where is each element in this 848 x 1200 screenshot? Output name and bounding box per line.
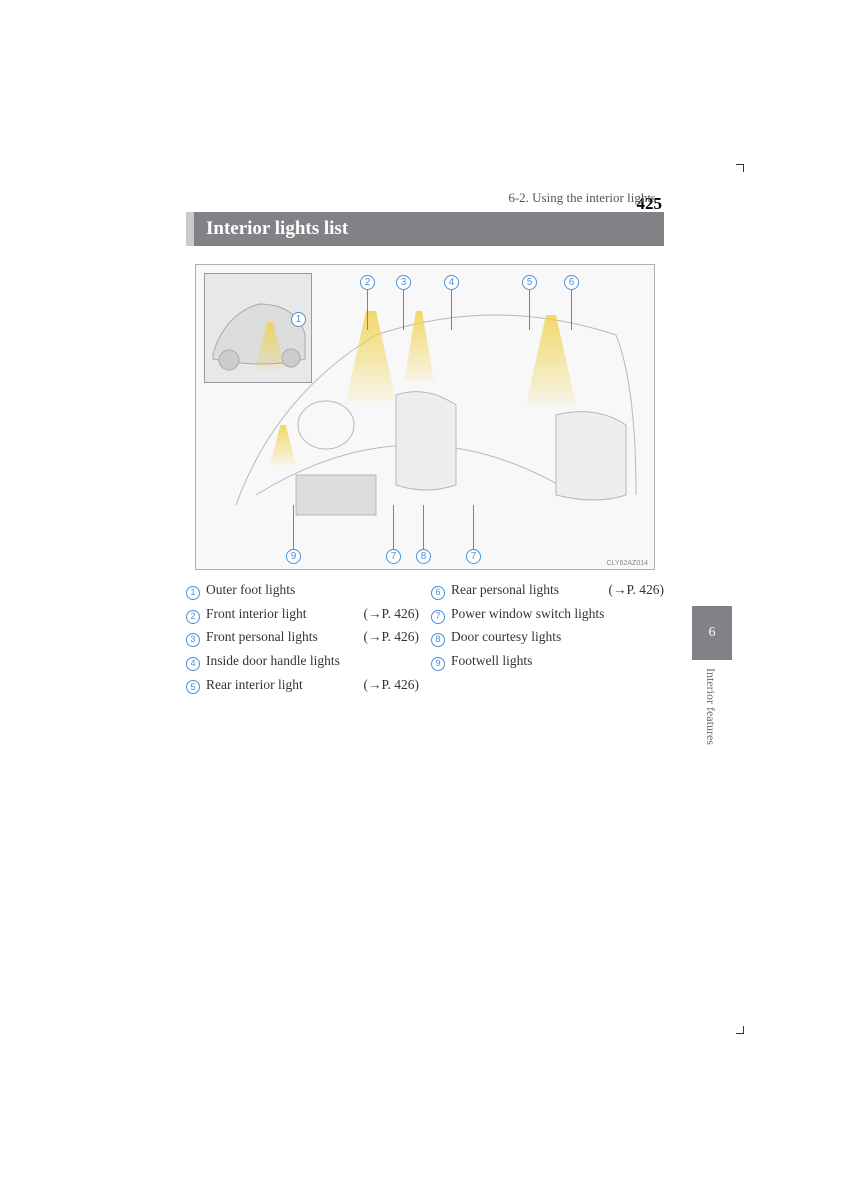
list-item-label: Door courtesy lights bbox=[451, 625, 561, 649]
list-number-icon: 5 bbox=[186, 680, 200, 694]
callout-line bbox=[393, 505, 394, 549]
diagram-callout: 3 bbox=[396, 275, 411, 290]
list-item-label: Front personal lights bbox=[206, 625, 318, 649]
inset-exterior-view: 1 bbox=[204, 273, 312, 383]
diagram-callout: 6 bbox=[564, 275, 579, 290]
list-number-icon: 4 bbox=[186, 657, 200, 671]
callout-line bbox=[403, 290, 404, 330]
diagram-callout: 7 bbox=[386, 549, 401, 564]
section-title: Interior lights list bbox=[186, 212, 664, 246]
diagram-callout: 8 bbox=[416, 549, 431, 564]
page-reference: (→P. 426) bbox=[353, 625, 419, 649]
list-item-label: Inside door handle lights bbox=[206, 649, 340, 673]
diagram-callout: 4 bbox=[444, 275, 459, 290]
page-content: 6-2. Using the interior lights Interior … bbox=[186, 190, 664, 696]
diagram-callout: 9 bbox=[286, 549, 301, 564]
interior-lights-diagram: 1 23456 9787 CLY62AZ014 bbox=[195, 264, 655, 570]
list-item-label: Footwell lights bbox=[451, 649, 532, 673]
callout-line bbox=[451, 290, 452, 330]
callout-line bbox=[473, 505, 474, 549]
diagram-callout: 7 bbox=[466, 549, 481, 564]
list-number-icon: 1 bbox=[186, 586, 200, 600]
callout-line bbox=[529, 290, 530, 330]
diagram-code: CLY62AZ014 bbox=[606, 560, 648, 567]
list-number-icon: 3 bbox=[186, 633, 200, 647]
page-reference: (→P. 426) bbox=[598, 578, 664, 602]
list-item-label: Power window switch lights bbox=[451, 602, 604, 626]
list-number-icon: 7 bbox=[431, 610, 445, 624]
callout-line bbox=[571, 290, 572, 330]
diagram-callout: 5 bbox=[522, 275, 537, 290]
chapter-tab: 6 bbox=[692, 606, 732, 660]
page-reference: (→P. 426) bbox=[353, 673, 419, 697]
breadcrumb: 6-2. Using the interior lights bbox=[186, 190, 664, 206]
list-item: 9 Footwell lights bbox=[431, 649, 664, 673]
crop-mark-br bbox=[736, 1026, 744, 1034]
list-column-left: 1 Outer foot lights 2 Front interior light (… bbox=[186, 578, 419, 696]
list-item-label: Rear personal lights bbox=[451, 578, 559, 602]
list-item: 6 Rear personal lights (→P. 426) bbox=[431, 578, 664, 602]
list-number-icon: 8 bbox=[431, 633, 445, 647]
chapter-label: Interior features bbox=[703, 668, 718, 745]
list-item: 5 Rear interior light (→P. 426) bbox=[186, 673, 419, 697]
list-item: 3 Front personal lights (→P. 426) bbox=[186, 625, 419, 649]
lights-list: 1 Outer foot lights 2 Front interior light (… bbox=[186, 578, 664, 696]
list-item: 4 Inside door handle lights bbox=[186, 649, 419, 673]
list-item-label: Front interior light bbox=[206, 602, 307, 626]
page-reference: (→P. 426) bbox=[353, 602, 419, 626]
list-column-right: 6 Rear personal lights (→P. 426) 7 Power win… bbox=[431, 578, 664, 696]
diagram-callout-1: 1 bbox=[291, 312, 306, 327]
list-item: 2 Front interior light (→P. 426) bbox=[186, 602, 419, 626]
list-item: 1 Outer foot lights bbox=[186, 578, 419, 602]
list-number-icon: 2 bbox=[186, 610, 200, 624]
crop-mark-tr bbox=[736, 164, 744, 172]
callout-line bbox=[367, 290, 368, 330]
list-item: 8 Door courtesy lights bbox=[431, 625, 664, 649]
list-item-label: Rear interior light bbox=[206, 673, 303, 697]
chapter-number: 6 bbox=[709, 625, 716, 641]
diagram-callout: 2 bbox=[360, 275, 375, 290]
callout-line bbox=[423, 505, 424, 549]
list-number-icon: 9 bbox=[431, 657, 445, 671]
list-item-label: Outer foot lights bbox=[206, 578, 295, 602]
callout-line bbox=[293, 505, 294, 549]
list-item: 7 Power window switch lights bbox=[431, 602, 664, 626]
list-number-icon: 6 bbox=[431, 586, 445, 600]
